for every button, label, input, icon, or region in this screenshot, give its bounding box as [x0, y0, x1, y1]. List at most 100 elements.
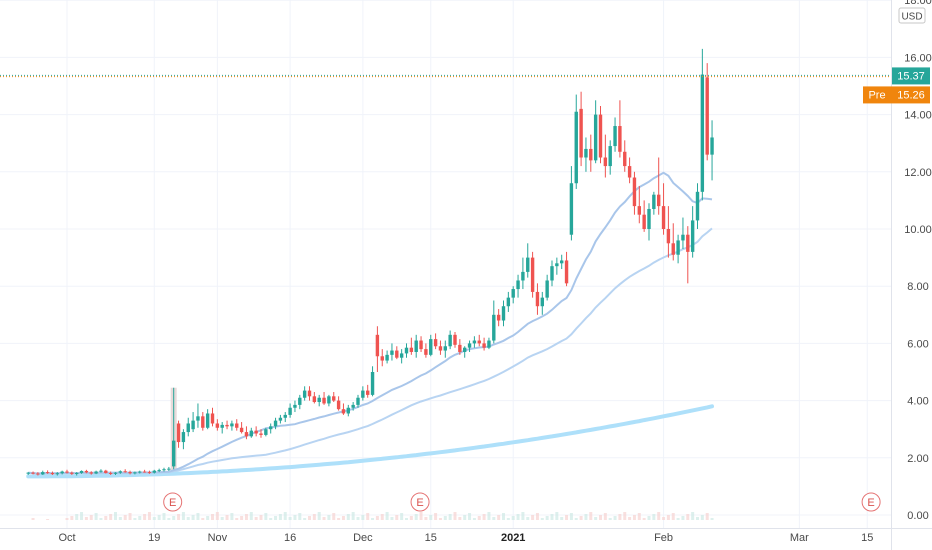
- volume-bar: [458, 517, 462, 520]
- candle-body: [186, 423, 190, 433]
- volume-bar: [162, 513, 166, 520]
- earnings-marker: [410, 492, 430, 512]
- volume-bar: [521, 512, 525, 520]
- volume-bar: [80, 512, 84, 520]
- volume-bar: [89, 515, 93, 520]
- volume-bar: [157, 515, 161, 520]
- volume-bar: [211, 514, 214, 520]
- volume-bars: [31, 512, 714, 520]
- candle-body: [521, 271, 525, 281]
- volume-bar: [269, 518, 273, 520]
- volume-bar: [201, 518, 205, 520]
- candle-body: [196, 416, 200, 421]
- candle-body: [666, 229, 671, 244]
- candle-body: [530, 257, 535, 292]
- volume-bar: [608, 518, 612, 520]
- volume-bar: [75, 514, 79, 520]
- candle-body: [108, 472, 113, 474]
- candle-body: [239, 427, 244, 433]
- earnings-marker: [861, 492, 881, 512]
- volume-bar: [400, 513, 404, 520]
- volume-bar: [487, 512, 491, 520]
- volume-bar: [642, 518, 646, 520]
- candle-body: [618, 126, 622, 152]
- volume-bar: [254, 517, 258, 520]
- volume-bar: [46, 519, 50, 520]
- time-axis[interactable]: Oct 19 Nov 16 Dec 15 2021 Feb Mar 15: [58, 532, 873, 544]
- volume-bar: [143, 514, 147, 520]
- candle-body: [409, 347, 414, 352]
- candle-body: [235, 423, 239, 428]
- volume-bar: [390, 517, 394, 520]
- volume-bar: [84, 517, 88, 520]
- volume-bar: [463, 515, 467, 520]
- candle-body: [55, 473, 59, 475]
- y-tick-label: 18.00: [904, 0, 932, 7]
- volume-bar: [550, 514, 554, 520]
- volume-bar: [429, 515, 433, 520]
- candle-body: [273, 420, 278, 427]
- candle-body: [676, 240, 680, 255]
- volume-bar: [574, 518, 578, 520]
- candle-body: [201, 416, 205, 428]
- volume-bar: [341, 516, 345, 520]
- volume-bar: [220, 517, 224, 520]
- y-tick-label: 16.00: [904, 52, 932, 64]
- candle-body: [681, 234, 685, 241]
- volume-bar: [526, 517, 530, 520]
- candle-body: [336, 400, 341, 410]
- candle-body: [152, 470, 156, 473]
- candle-body: [45, 472, 50, 474]
- volume-bar: [196, 513, 200, 520]
- candle-body: [254, 430, 258, 434]
- candle-body: [104, 470, 108, 473]
- candles: [26, 48, 714, 476]
- volume-bar: [123, 515, 127, 520]
- candle-body: [385, 354, 389, 361]
- volume-bar: [235, 518, 239, 520]
- volume-bar: [652, 514, 656, 520]
- candle-body: [113, 472, 118, 474]
- volume-bar: [545, 516, 549, 520]
- volume-bar: [249, 512, 253, 520]
- candle-body: [128, 472, 132, 474]
- volume-bar: [671, 513, 675, 520]
- earnings-marker: [163, 492, 183, 512]
- volume-bar: [448, 514, 452, 520]
- candle-body: [230, 423, 234, 427]
- volume-bar: [337, 518, 341, 520]
- volume-bar: [298, 513, 302, 520]
- candle-body: [351, 404, 355, 408]
- volume-bar: [618, 514, 622, 520]
- volume-bar: [531, 515, 535, 520]
- candle-body: [424, 349, 428, 355]
- candle-body: [555, 263, 559, 267]
- earnings-marker-label: E: [169, 497, 176, 509]
- volume-bar: [492, 517, 496, 520]
- volume-bar: [278, 514, 282, 520]
- price-axis[interactable]: 0.00 2.00 4.00 6.00 8.00 10.00 12.00 14.00 16.00…: [898, 0, 932, 522]
- volume-bar: [468, 513, 472, 520]
- volume-bar: [109, 514, 113, 520]
- premarket-badge: [863, 86, 930, 104]
- volume-bar: [594, 517, 598, 520]
- volume-bar: [312, 514, 316, 520]
- candle-body: [569, 183, 574, 235]
- volume-bar: [94, 513, 98, 520]
- volume-bar: [409, 516, 413, 520]
- candle-body: [637, 206, 641, 215]
- price-badges: 15.37 Pre 15.26: [863, 67, 930, 104]
- candle-body: [70, 472, 74, 474]
- volume-bar: [637, 513, 641, 520]
- candle-body: [496, 314, 501, 321]
- candle-body: [264, 429, 268, 435]
- candle-body: [327, 396, 331, 404]
- candle-body: [312, 396, 317, 403]
- volume-bar: [560, 517, 564, 520]
- volume-bar: [613, 516, 617, 520]
- candle-body: [249, 430, 253, 437]
- candle-body: [181, 432, 186, 443]
- volume-bar: [264, 513, 268, 520]
- candle-body: [433, 339, 438, 347]
- candle-body: [438, 346, 443, 351]
